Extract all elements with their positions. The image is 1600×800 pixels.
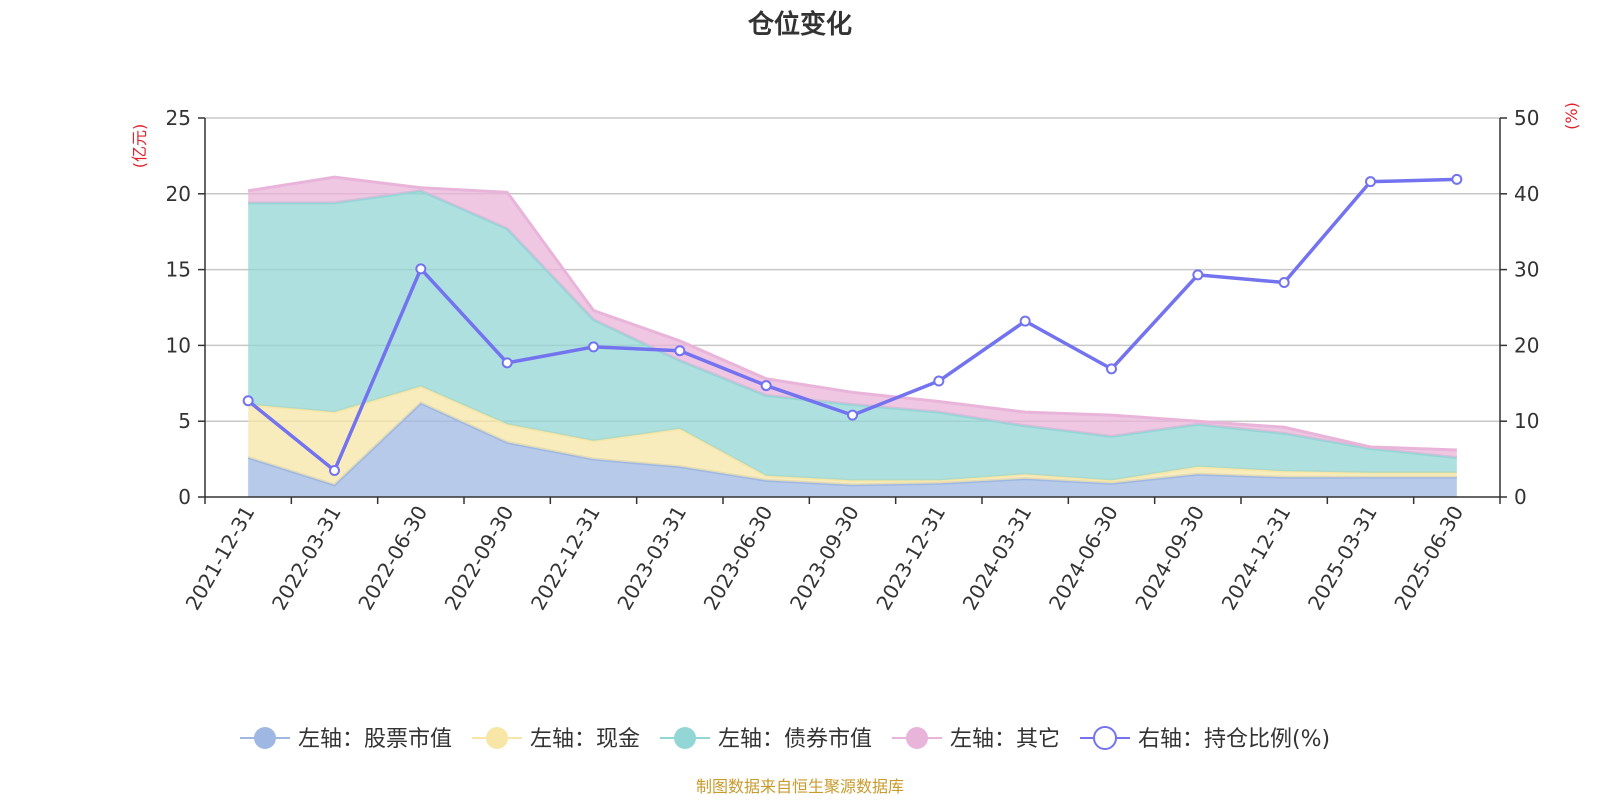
line-point: [1451, 173, 1463, 185]
x-axis-tick-label: 2023-12-31: [871, 502, 950, 615]
x-axis-tick-label: 2025-06-30: [1389, 502, 1468, 615]
x-axis-tick-label: 2023-09-30: [785, 502, 864, 615]
right-axis-tick-label: 40: [1514, 182, 1539, 206]
right-axis-tick-label: 50: [1514, 106, 1539, 130]
chart-title: 仓位变化: [747, 9, 852, 40]
position-ratio-line: [242, 173, 1463, 476]
source-note: 制图数据来自恒生聚源数据库: [696, 777, 904, 796]
x-axis-tick-label: 2022-06-30: [353, 502, 432, 615]
legend-label: 左轴：现金: [530, 727, 640, 752]
left-axis-tick-label: 5: [178, 409, 191, 433]
x-axis-tick-label: 2022-03-31: [267, 502, 346, 615]
legend-item: 左轴：债券市值: [660, 727, 872, 752]
legend-label: 左轴：债券市值: [718, 727, 872, 752]
line-point: [588, 341, 599, 353]
left-axis-tick-label: 25: [166, 106, 191, 130]
x-axis-tick-label: 2023-03-31: [612, 502, 691, 615]
legend: 左轴：股票市值 左轴：现金 左轴：债券市值 左轴：其它 右轴：持仓比例(%): [240, 726, 1330, 752]
legend-hollow-circle-icon: [1093, 726, 1117, 750]
x-axis-tick-label: 2024-12-31: [1217, 502, 1296, 615]
legend-circle-icon: [254, 727, 276, 749]
line-point: [329, 464, 340, 476]
line-point: [760, 380, 772, 392]
left-axis-tick-label: 20: [166, 182, 191, 206]
legend-label: 左轴：其它: [950, 727, 1060, 752]
x-axis-tick-label: 2023-06-30: [699, 502, 778, 615]
line-point: [1019, 315, 1031, 327]
legend-label: 右轴：持仓比例(%): [1138, 727, 1330, 752]
line-point: [933, 375, 945, 387]
legend-circle-icon: [486, 727, 508, 749]
area-左轴：现金: [248, 386, 1457, 485]
area-左轴：其它: [248, 177, 1457, 458]
x-axis-tick-label: 2022-09-30: [440, 502, 519, 615]
x-axis-tick-label: 2024-06-30: [1044, 502, 1123, 615]
legend-label: 左轴：股票市值: [298, 727, 452, 752]
area-edge-左轴：其它: [247, 175, 1457, 452]
left-axis-tick-label: 10: [166, 333, 191, 357]
x-axis-tick-label: 2024-03-31: [958, 502, 1037, 615]
legend-item: 右轴：持仓比例(%): [1080, 726, 1330, 752]
line-point: [674, 345, 686, 357]
x-axis-tick-label: 2021-12-31: [181, 502, 260, 615]
left-axis-tick-label: 0: [178, 485, 191, 509]
right-axis-tick-label: 0: [1514, 485, 1527, 509]
right-axis-tick-label: 10: [1514, 409, 1539, 433]
line-point: [1278, 276, 1290, 288]
area-左轴：债券市值: [248, 190, 1457, 481]
legend-circle-icon: [674, 727, 696, 749]
legend-item: 左轴：其它: [892, 727, 1060, 752]
line-point: [501, 357, 513, 369]
legend-item: 左轴：现金: [472, 727, 640, 752]
line-point: [415, 263, 427, 275]
area-左轴：股票市值: [248, 403, 1457, 497]
legend-circle-icon: [906, 727, 928, 749]
line-point: [847, 409, 858, 421]
line-point: [1106, 363, 1117, 375]
line-point: [242, 395, 254, 407]
line-point: [1192, 269, 1204, 281]
stacked-areas: [247, 175, 1457, 497]
right-axis-tick-label: 20: [1514, 333, 1539, 357]
left-axis-unit: (亿元): [130, 124, 149, 169]
x-axis-tick-label: 2022-12-31: [526, 502, 605, 615]
right-axis-unit: (%): [1562, 102, 1581, 130]
left-axis-tick-label: 15: [166, 258, 191, 282]
x-axis-tick-label: 2025-03-31: [1303, 502, 1382, 615]
legend-item: 左轴：股票市值: [240, 727, 452, 752]
x-axis-tick-label: 2024-09-30: [1130, 502, 1209, 615]
right-axis-tick-label: 30: [1514, 258, 1539, 282]
line-point: [1365, 176, 1376, 188]
